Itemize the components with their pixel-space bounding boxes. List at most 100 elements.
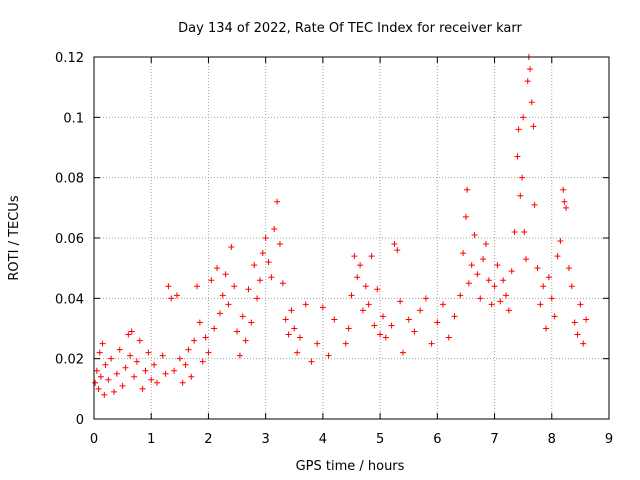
data-point [113,370,120,377]
data-point [537,301,544,308]
y-tick-label: 0.02 [55,353,84,368]
data-point [173,292,180,299]
data-point [128,328,135,335]
data-point [319,304,326,311]
data-point [314,340,321,347]
data-point [191,337,198,344]
data-point [528,99,535,106]
data-point [377,331,384,338]
data-point [216,310,223,317]
data-point [239,313,246,320]
data-point [577,301,584,308]
data-point [185,346,192,353]
data-point [565,265,572,272]
data-point [145,349,152,356]
data-point [371,322,378,329]
data-point [545,274,552,281]
data-point [211,325,218,332]
data-point [302,301,309,308]
data-point [482,241,489,248]
x-tick-label: 4 [319,432,327,447]
data-point [374,286,381,293]
x-tick-label: 3 [262,432,270,447]
y-tick-label: 0.06 [55,232,84,247]
data-point [95,385,102,392]
data-point [365,301,372,308]
data-point [571,319,578,326]
data-point [222,271,229,278]
data-point [116,346,123,353]
data-points [92,54,590,398]
data-point [153,379,160,386]
data-point [530,123,537,130]
y-tick-label: 0.08 [55,172,84,187]
data-point [523,256,530,263]
data-point [162,370,169,377]
y-tick-label: 0.12 [55,51,84,66]
data-point [199,358,206,365]
data-point [271,225,278,232]
data-point [196,319,203,326]
data-point [497,298,504,305]
data-point [417,307,424,314]
data-point [574,331,581,338]
data-point [524,78,531,85]
data-point [279,280,286,287]
data-point [540,283,547,290]
y-tick-label: 0 [76,413,84,428]
data-point [515,126,522,133]
data-point [362,283,369,290]
data-point [291,325,298,332]
data-point [205,349,212,356]
data-point [331,316,338,323]
data-point [554,253,561,260]
data-point [500,277,507,284]
data-point [182,361,189,368]
data-point [265,259,272,266]
data-point [348,292,355,299]
data-point [234,328,241,335]
data-point [561,198,568,205]
data-point [225,301,232,308]
data-point [236,352,243,359]
data-point [297,334,303,341]
data-point [494,262,501,269]
data-point [405,316,412,323]
x-tick-label: 2 [204,432,212,447]
data-point [285,331,292,338]
data-point [474,271,481,278]
data-point [219,292,226,299]
x-tick-label: 8 [548,432,556,447]
y-axis-label: ROTI / TECUs [7,195,22,280]
data-point [136,337,143,344]
data-point [259,250,266,257]
data-point [543,325,550,332]
data-point [345,325,352,332]
data-point [151,361,158,368]
x-tick-label: 1 [147,432,155,447]
data-point [133,358,140,365]
data-point [491,283,498,290]
x-tick-label: 0 [90,432,98,447]
data-point [465,280,472,287]
data-point [268,274,275,281]
data-point [231,283,238,290]
y-tick-label: 0.04 [55,292,84,307]
data-point [165,283,172,290]
data-point [101,391,108,398]
data-point [368,253,375,260]
data-point [517,192,524,199]
data-point [228,244,235,251]
data-point [105,376,112,383]
data-point [551,313,558,320]
data-point [379,313,386,320]
data-point [548,295,555,302]
data-point [488,301,495,308]
data-point [505,307,512,314]
data-point [460,250,467,257]
data-point [568,283,575,290]
data-point [422,295,429,302]
plot-frame [93,56,610,420]
x-tick-label: 5 [376,432,384,447]
data-point [411,328,418,335]
